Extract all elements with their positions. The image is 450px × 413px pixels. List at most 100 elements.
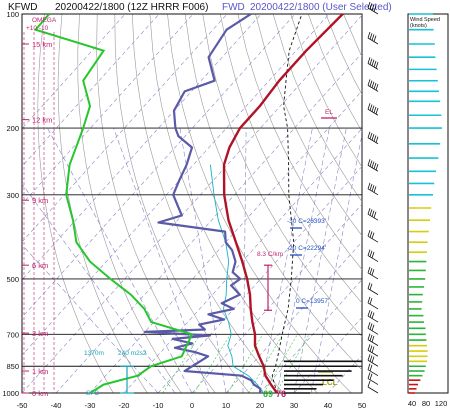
omega-legend: OMEGA +10 -10 <box>26 17 57 32</box>
wind-barb-flag <box>369 231 373 238</box>
isotherm-line <box>22 14 362 393</box>
pressure-tick-label: 500 <box>6 275 19 284</box>
el-label: EL <box>325 109 333 116</box>
isotherm-line <box>89 90 362 393</box>
wind-barb-staff <box>367 188 379 196</box>
wind-barb-flag <box>371 34 375 41</box>
wind-barb-flag <box>367 1 371 9</box>
lcl-label: LCL <box>322 378 338 387</box>
moist-adiabat <box>47 127 193 393</box>
wind-barb-flag <box>371 312 375 319</box>
moist-adiabat <box>22 244 159 393</box>
wind-barb-flag <box>375 84 379 91</box>
wind-barb-staff <box>367 315 379 323</box>
wind-barb-staff <box>367 255 379 262</box>
height-label: 1 km <box>32 367 48 376</box>
omega-profile <box>33 14 194 393</box>
wind-barb-flag <box>369 3 373 10</box>
wind-barb-flag <box>367 208 371 215</box>
wind-barb-staff <box>367 288 379 295</box>
wind-barb-flag <box>367 103 371 110</box>
temperature-tick-label: -50 <box>17 401 28 410</box>
wind-barb-flag <box>369 364 373 371</box>
wind-barb-flag <box>375 136 379 143</box>
moist-adiabat <box>242 128 247 393</box>
temperature-tick-label: 10 <box>222 401 230 410</box>
moist-adiabat <box>22 183 176 393</box>
wind-barb-flag <box>371 335 375 343</box>
wind-barb-flag <box>367 309 371 317</box>
height-label: 6 km <box>32 261 48 270</box>
temperature-tick-label: 50 <box>358 401 366 410</box>
isotherm-line <box>293 316 362 393</box>
dry-adiabat <box>255 14 362 237</box>
wind-barbs <box>367 1 379 394</box>
wind-barb-staff <box>367 213 379 221</box>
wind-barb-flag <box>369 297 373 305</box>
pressure-tick-label: 100 <box>6 10 19 19</box>
height-label: 12 km <box>32 116 52 125</box>
wind-tick-120: 120 <box>435 399 448 408</box>
dry-adiabat <box>202 14 362 337</box>
model-run: 20200422/1800 (12Z HRRR F006) <box>55 2 208 13</box>
wind-panel-units: (knots) <box>410 23 427 29</box>
wind-tick-40: 40 <box>408 399 416 408</box>
wind-barb-flag <box>369 311 373 318</box>
mixing-ratio-line <box>227 334 264 393</box>
surface-temperature: 76 <box>276 389 286 399</box>
wind-barb-flag <box>371 161 375 168</box>
wind-barb-flag <box>373 186 377 193</box>
selected-run: 20200422/1800 (User Selected) <box>250 2 392 13</box>
wind-barb-flag <box>373 35 377 42</box>
wind-barb-flag <box>369 334 373 341</box>
wind-barb-flag <box>373 211 377 218</box>
wind-barb-flag <box>369 283 373 290</box>
omega-title: OMEGA <box>32 17 57 24</box>
isotherm-line <box>22 14 296 318</box>
wind-barb-flag <box>375 62 379 69</box>
wind-barb-flag <box>371 210 375 217</box>
wind-barb-flag <box>367 344 371 351</box>
wind-barb-staff <box>367 327 379 335</box>
wind-barb-flag <box>371 81 375 88</box>
dry-adiabat <box>290 14 362 168</box>
wind-barb-staff <box>367 272 379 280</box>
wind-barb-flag <box>373 82 377 90</box>
wind-barb-flag <box>367 363 371 370</box>
pressure-tick-label: 700 <box>6 330 19 339</box>
wind-barb-staff <box>367 235 379 243</box>
wind-barb-flag <box>369 209 373 216</box>
wind-barb-staff <box>367 37 379 45</box>
isotherm-line <box>225 241 362 393</box>
wind-barb-flag <box>367 230 371 237</box>
wind-barb-flag <box>373 5 377 12</box>
mixing-ratio-line <box>263 334 298 393</box>
wind-barb-flag <box>367 31 371 39</box>
wind-barb-flag <box>375 107 379 115</box>
wind-barb-flag <box>371 324 375 331</box>
header: KFWD 20200422/1800 (12Z HRRR F006) FWD 2… <box>8 2 392 13</box>
wind-barb-flag <box>367 249 371 256</box>
wind-barb-flag <box>369 345 373 352</box>
temperature-tick-label: 0 <box>190 401 194 410</box>
pressure-tick-label: 300 <box>6 191 19 200</box>
wind-barb-flag <box>367 79 371 86</box>
wind-barb-flag <box>369 80 373 87</box>
height-label: 3 km <box>32 329 48 338</box>
height-markers: 0 km 1 km 3 km 6 km 9 km 12 km 15 km <box>22 32 55 398</box>
wind-barb-flag <box>369 183 373 191</box>
height-label: 15 km <box>32 40 52 49</box>
pressure-tick-label: 850 <box>6 362 19 371</box>
moist-adiabat <box>310 133 362 393</box>
wind-barb-flag <box>367 282 371 289</box>
wind-barb-flag <box>369 323 373 330</box>
sfc-label: SFC <box>86 390 99 397</box>
wind-barb-flag <box>367 333 371 340</box>
moist-adiabat <box>113 127 210 393</box>
wind-barb-flag <box>367 57 371 64</box>
wind-barb-flag <box>373 60 377 68</box>
wind-barb-flag <box>371 251 375 259</box>
dry-adiabat <box>272 14 362 202</box>
height-label: 9 km <box>32 196 48 205</box>
wind-barb-flag <box>367 322 371 329</box>
